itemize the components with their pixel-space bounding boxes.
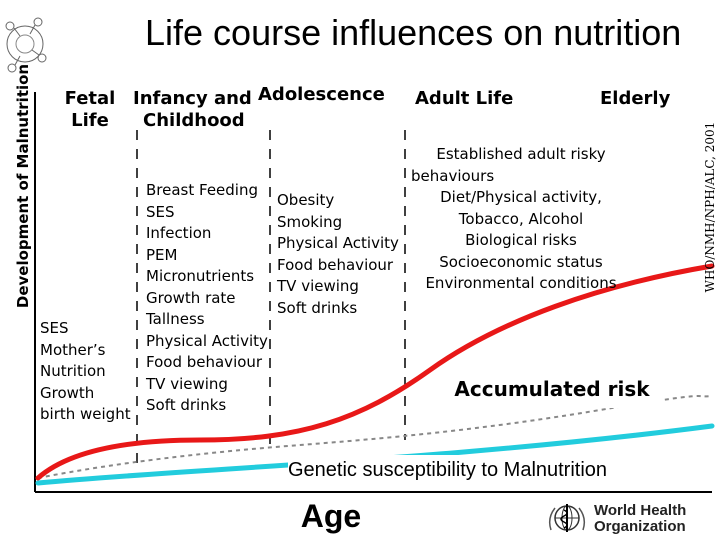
factor-item: Diet/Physical activity, [440,188,602,206]
accumulated-risk-label: Accumulated risk [440,370,664,408]
y-axis-label: Development of Malnutrition [14,64,34,308]
factors-adult: Established adult risky behaviours Diet/… [411,144,631,295]
factor-item: Environmental conditions [425,274,617,292]
factor-item: Food behaviour [277,255,394,274]
factor-item: Established adult risky [436,145,606,163]
factor-item: birth weight [40,405,131,423]
stage-adolescence: Adolescence [258,84,385,105]
factor-item: Tobacco, Alcohol [458,209,584,228]
factor-item: Physical Activity [146,331,268,350]
factor-item: Food behaviour [146,353,263,371]
credit-text: WHO/NMH/NPH/ALC, 2001 [703,121,717,293]
factor-item: Micronutrients [146,267,255,285]
factors-infancy: Breast Feeding SES Infection PEM Micronu… [146,180,268,417]
stage-adult: Adult Life [415,88,514,109]
stage-fetal-line1: Fetal [64,88,116,109]
y-axis-label-text: Development of Malnutrition [14,63,32,309]
factors-adolescence: Obesity Smoking Physical Activity Food b… [277,190,399,319]
x-axis-label: Age [296,494,366,538]
accumulated-risk-curve [35,263,715,481]
factor-item: Soft drinks [277,298,358,317]
factor-item: TV viewing [146,374,228,393]
stage-fetal: Fetal Life [62,88,118,132]
factor-item: PEM [146,245,178,264]
corner-diagram-logo [5,17,47,73]
factor-item: Biological risks [465,231,577,249]
factors-fetal: SES Mother’s Nutrition Growth birth weig… [40,318,131,426]
factor-item: Growth [40,383,95,402]
factor-item: Socioeconomic status [439,252,603,271]
stage-elderly: Elderly [600,88,671,109]
factor-item: Tallness [146,310,205,328]
who-logo-line1: World Health [594,502,687,519]
stage-fetal-line2: Life [71,110,109,131]
reference-curve [37,395,713,479]
factor-item: Infection [146,224,212,242]
who-emblem-icon [548,504,586,532]
factor-item: Growth rate [146,288,236,307]
factor-item: Smoking [277,212,343,231]
factor-item: Mother’s [40,340,106,359]
stage-infancy-line2: Childhood [143,110,245,131]
slide-title: Life course influences on nutrition [145,12,682,53]
genetic-susceptibility-label: Genetic susceptibility to Malnutrition [288,455,678,487]
factor-item: Physical Activity [277,234,399,252]
factor-item: Soft drinks [146,396,227,414]
factor-item: SES [146,202,175,221]
factor-item: Obesity [277,191,335,209]
stage-infancy-line1: Infancy and [133,88,252,109]
factor-item: Breast Feeding [146,181,258,199]
factor-item: behaviours [411,166,495,185]
factor-item: SES [40,319,69,337]
who-logo-text: World Health Organization [594,503,686,535]
who-logo-line2: Organization [594,518,686,535]
factor-item: TV viewing [277,277,359,295]
stage-infancy: Infancy and Childhood [133,88,252,132]
factor-item: Nutrition [40,362,106,380]
